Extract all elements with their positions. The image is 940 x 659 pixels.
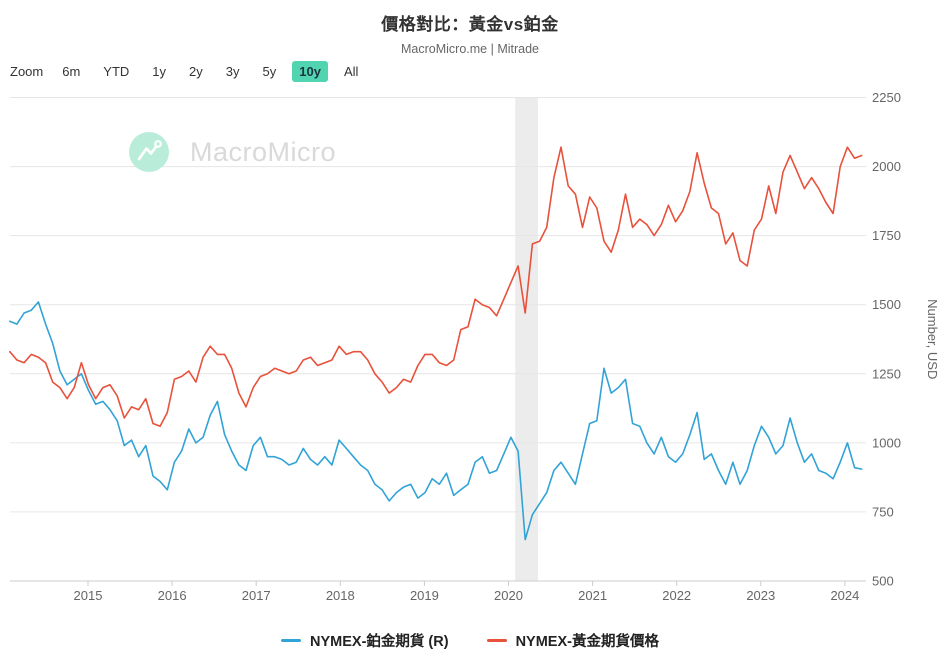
x-axis-label-2015: 2015 <box>74 588 103 603</box>
y-axis-label-2000: 2000 <box>872 159 901 174</box>
range-button-all[interactable]: All <box>343 64 359 79</box>
range-button-2y[interactable]: 2y <box>189 64 203 79</box>
x-axis-label-2024: 2024 <box>830 588 859 603</box>
x-axis-label-2022: 2022 <box>662 588 691 603</box>
range-button-ytd[interactable]: YTD <box>103 64 130 79</box>
range-button-1y[interactable]: 1y <box>152 64 167 79</box>
x-axis-label-2020: 2020 <box>494 588 523 603</box>
price-chart-svg[interactable]: 2015 2016 2017 2018 2019 2020 2021 2022 2023 2024… <box>0 90 940 617</box>
legend-item-gold[interactable]: NYMEX-黃金期貨價格 <box>486 630 659 651</box>
legend-marker-platinum <box>281 639 302 642</box>
y-axis-label-750: 750 <box>872 504 894 519</box>
y-axis-label-500: 500 <box>872 574 894 589</box>
range-button-6m[interactable]: 6m <box>62 64 81 79</box>
range-selector-toolbar: Zoom 6m YTD 1y 2y 3y 5y 10y All <box>10 61 365 82</box>
zoom-label: Zoom <box>10 64 44 79</box>
legend-label-gold: NYMEX-黃金期貨價格 <box>515 634 659 650</box>
x-axis-label-2017: 2017 <box>242 588 271 603</box>
x-axis-label-2023: 2023 <box>746 588 775 603</box>
x-axis-label-2016: 2016 <box>158 588 187 603</box>
range-button-3y[interactable]: 3y <box>225 64 240 79</box>
series-platinum-line <box>9 301 863 541</box>
range-button-10y[interactable]: 10y <box>292 61 328 82</box>
price-comparison-chart[interactable]: 2015 2016 2017 2018 2019 2020 2021 2022 2023 2024… <box>0 90 940 617</box>
series-gold-line <box>9 146 863 428</box>
y-axis-label-1500: 1500 <box>872 297 901 312</box>
y-axis-label-2250: 2250 <box>872 90 901 105</box>
plot-band-recession-2020 <box>515 97 538 581</box>
page-title: 價格對比：黃金vs鉑金 <box>381 15 559 34</box>
y-axis-label-1250: 1250 <box>872 366 901 381</box>
x-axis-label-2018: 2018 <box>326 588 355 603</box>
y-axis-label-1000: 1000 <box>872 435 901 450</box>
range-button-5y[interactable]: 5y <box>262 64 277 79</box>
y-axis-label-1750: 1750 <box>872 228 901 243</box>
x-axis-label-2019: 2019 <box>410 588 439 603</box>
page-subtitle: MacroMicro.me | Mitrade <box>401 42 539 56</box>
legend-label-platinum: NYMEX-鉑金期貨 (R) <box>310 634 449 650</box>
legend-marker-gold <box>486 639 507 642</box>
y-axis-title: Number, USD <box>925 299 940 379</box>
legend: NYMEX-鉑金期貨 (R) NYMEX-黃金期貨價格 <box>0 630 940 651</box>
x-axis-label-2021: 2021 <box>578 588 607 603</box>
legend-item-platinum[interactable]: NYMEX-鉑金期貨 (R) <box>281 630 449 651</box>
